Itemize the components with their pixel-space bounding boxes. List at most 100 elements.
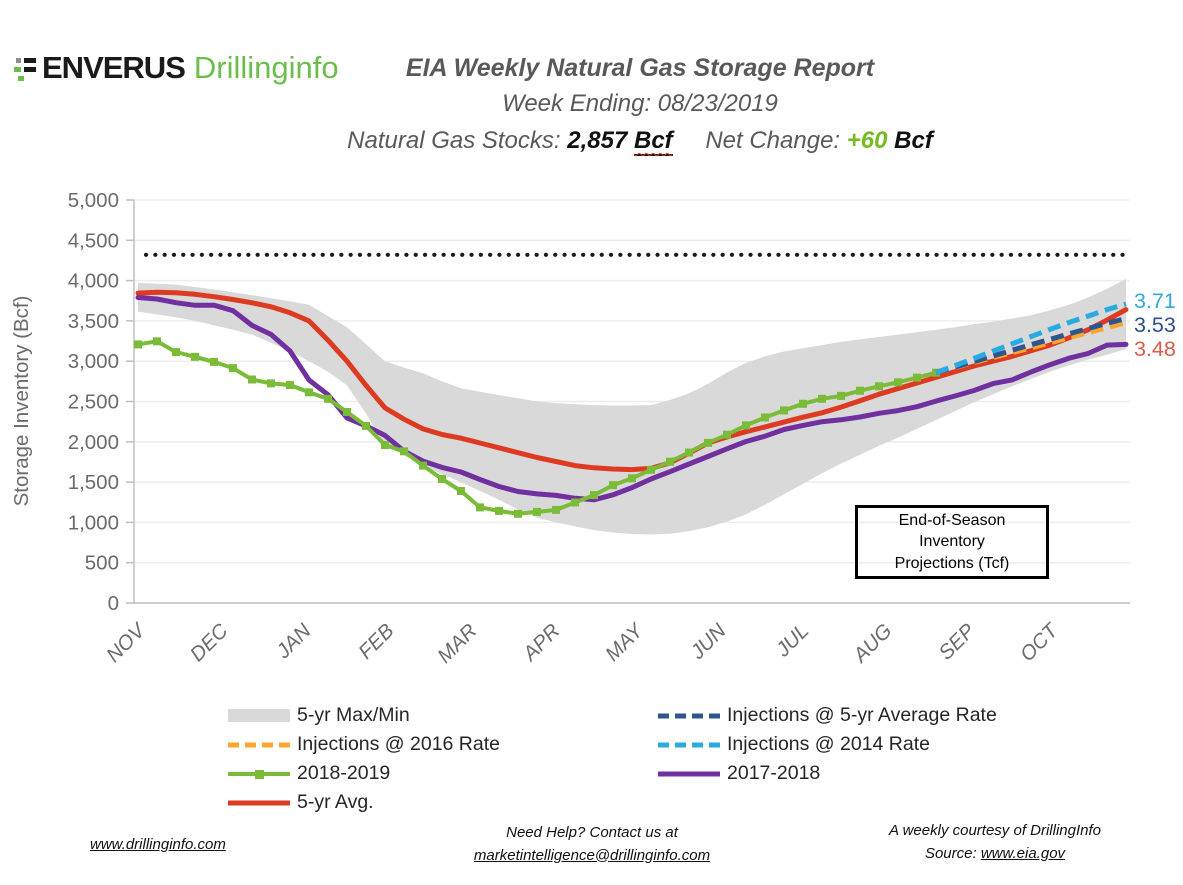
series-marker (533, 507, 541, 516)
series-marker (818, 394, 826, 403)
legend-item-5yr-avg: 5-yr Avg. (228, 788, 500, 817)
enverus-logo-icon (14, 58, 36, 81)
logo-brand-text: ENVERUS (42, 50, 186, 85)
series-marker (761, 413, 769, 422)
series-marker (229, 364, 237, 373)
series-marker (267, 379, 275, 388)
legend-column-1: 5-yr Max/Min Injections @ 2016 Rate 2018… (228, 701, 500, 817)
net-change-unit: Bcf (894, 127, 933, 154)
series-marker (628, 474, 636, 483)
projection-end-label: 3.48 (1134, 337, 1176, 361)
projection-injections-2016-rate (935, 320, 1127, 376)
footer-center: Need Help? Contact us at marketintellige… (392, 822, 792, 867)
series-marker (609, 481, 617, 490)
series-marker (704, 438, 712, 447)
series-marker (799, 399, 807, 408)
x-month-label: JAN (271, 619, 315, 663)
legend-swatch-green-line (228, 764, 292, 784)
y-tick-label: 2,000 (68, 431, 119, 454)
need-help-text: Need Help? Contact us at (506, 824, 678, 841)
legend-column-2: Injections @ 5-yr Average Rate Injection… (658, 701, 997, 788)
series-marker (305, 388, 313, 397)
series-marker (837, 391, 845, 400)
series-marker (362, 421, 370, 430)
legend-label: 5-yr Avg. (297, 791, 374, 813)
annotation-line: Inventory (919, 533, 985, 551)
series-marker (856, 386, 864, 395)
series-marker (932, 368, 940, 377)
series-marker (647, 465, 655, 474)
legend-swatch-band (228, 706, 292, 726)
stocks-unit: Bcf (633, 127, 673, 156)
series-marker (476, 503, 484, 512)
legend-swatch-lightblue-dashed (658, 735, 722, 755)
x-month-label: AUG (847, 619, 896, 668)
stocks-summary-line: Natural Gas Stocks: 2,857 Bcf Net Change… (295, 127, 985, 156)
series-marker (457, 487, 465, 495)
series-marker (666, 457, 674, 466)
week-ending-subtitle: Week Ending: 08/23/2019 (502, 90, 778, 117)
y-tick-label: 3,500 (68, 310, 119, 333)
annotation-line: End-of-Season (898, 511, 1006, 529)
series-marker (571, 498, 579, 507)
y-tick-label: 4,500 (68, 229, 119, 252)
x-month-label: JUL (771, 619, 814, 662)
series-marker (894, 378, 902, 387)
net-change-label: Net Change: (705, 127, 841, 154)
legend-label: 5-yr Max/Min (297, 704, 410, 726)
series-marker (419, 461, 427, 470)
legend-label: Injections @ 2014 Rate (727, 733, 930, 755)
series-marker (248, 375, 256, 384)
y-tick-label: 0 (108, 592, 119, 615)
report-header: EIA Weekly Natural Gas Storage Report We… (295, 54, 985, 156)
drillinginfo-link[interactable]: www.drillinginfo.com (90, 836, 226, 853)
stocks-value: 2,857 (567, 127, 628, 154)
x-month-label: APR (517, 619, 565, 667)
enverus-logo: ENVERUS Drillinginfo (14, 50, 339, 86)
y-tick-label: 3,000 (68, 350, 119, 373)
series-marker (685, 448, 693, 457)
series-marker (913, 373, 921, 382)
x-month-label: FEB (354, 619, 398, 663)
series-marker (780, 406, 788, 415)
series-marker (286, 381, 294, 389)
legend-swatch-orange-dashed (228, 735, 292, 755)
series-marker (723, 430, 731, 439)
series-marker (172, 348, 180, 357)
series-5-yr-avg- (135, 289, 1129, 473)
series-marker (324, 394, 332, 403)
series-marker (514, 509, 522, 518)
series-marker (153, 337, 161, 346)
marketintelligence-email-link[interactable]: marketintelligence@drillinginfo.com (473, 846, 711, 864)
stocks-label: Natural Gas Stocks: (347, 127, 561, 154)
legend-item-injections-5yr-rate: Injections @ 5-yr Average Rate (658, 701, 997, 730)
end-of-season-projections-box: End-of-Season Inventory Projections (Tcf… (855, 505, 1049, 579)
projection-end-label: 3.53 (1134, 313, 1176, 337)
footer-right: A weekly courtesy of DrillingInfo Source… (815, 820, 1175, 865)
legend-item-5yr-maxmin: 5-yr Max/Min (228, 701, 500, 730)
legend-label: Injections @ 5-yr Average Rate (727, 704, 997, 726)
legend-item-injections-2014: Injections @ 2014 Rate (658, 730, 997, 759)
legend-label: 2018-2019 (297, 762, 391, 784)
courtesy-text: A weekly courtesy of DrillingInfo (888, 822, 1102, 839)
series-2018-2019 (136, 339, 938, 516)
legend-item-injections-2016: Injections @ 2016 Rate (228, 730, 500, 759)
series-marker (552, 505, 560, 514)
x-month-label: NOV (102, 618, 151, 667)
y-tick-label: 2,500 (68, 391, 119, 414)
series-marker (381, 441, 389, 449)
legend-item-2018-2019: 2018-2019 (228, 759, 500, 788)
y-tick-label: 1,000 (68, 511, 119, 534)
series-marker (343, 408, 351, 416)
x-month-label: SEP (934, 619, 980, 665)
legend-swatch-darkblue-dashed (658, 706, 722, 726)
legend-label: Injections @ 2016 Rate (297, 733, 500, 755)
logo-product-text: Drillinginfo (193, 50, 339, 85)
legend-swatch-purple-line (658, 764, 722, 784)
series-marker (191, 352, 199, 361)
eia-link[interactable]: www.eia.gov (980, 844, 1066, 862)
x-month-label: DEC (186, 619, 233, 666)
series-marker (742, 421, 750, 430)
page-title: EIA Weekly Natural Gas Storage Report (405, 54, 875, 82)
